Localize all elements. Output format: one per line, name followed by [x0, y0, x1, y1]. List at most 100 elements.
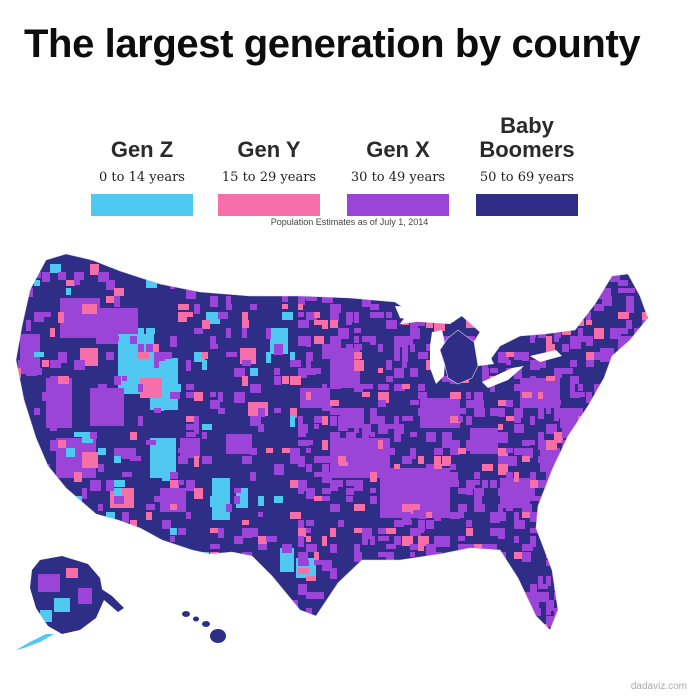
county-cell: [154, 256, 165, 265]
county-cell: [642, 448, 647, 453]
county-cell: [298, 296, 305, 305]
county-cell: [290, 376, 301, 385]
county-cell: [474, 496, 482, 507]
county-cell: [330, 320, 338, 328]
county-cell: [466, 528, 473, 536]
county-cell: [394, 344, 400, 352]
county-cell: [394, 472, 401, 481]
county-cell: [586, 256, 592, 266]
county-cell: [642, 632, 653, 637]
county-cell: [410, 480, 421, 489]
county-cell: [634, 584, 640, 589]
county-cell: [34, 280, 40, 286]
county-cell: [210, 296, 218, 307]
county-cell: [250, 368, 258, 376]
county-cell: [290, 600, 298, 608]
county-cell: [474, 248, 485, 253]
county-cell: [370, 304, 379, 310]
county-cell: [322, 272, 327, 277]
county-cell: [34, 480, 40, 487]
county-cell: [490, 528, 501, 536]
county-cell: [586, 504, 594, 512]
county-cell: [482, 280, 491, 285]
county-cell: [362, 296, 371, 307]
county-cell: [514, 304, 522, 311]
county-cell: [554, 576, 563, 582]
county-cell: [490, 368, 498, 373]
county-cell: [418, 536, 429, 546]
county-cell: [554, 416, 559, 421]
county-cell: [82, 304, 92, 314]
county-cell: [514, 584, 520, 590]
county-cell: [658, 328, 668, 337]
county-cell: [482, 464, 493, 471]
county-cell: [650, 464, 656, 469]
county-cell: [378, 456, 383, 467]
county-cell: [650, 616, 661, 626]
county-cell: [66, 280, 75, 286]
county-cell: [498, 424, 503, 430]
county-cell: [522, 440, 530, 446]
county-cell: [258, 496, 264, 506]
county-cell: [546, 312, 553, 319]
county-cell: [618, 568, 626, 573]
county-cell: [186, 416, 196, 422]
county-cell: [626, 560, 637, 568]
county-cell: [586, 584, 596, 590]
county-cell: [426, 320, 433, 328]
county-cell: [242, 328, 247, 338]
county-cell: [66, 440, 73, 450]
county-cell: [634, 568, 640, 575]
county-cell: [466, 264, 475, 271]
county-cell: [554, 368, 562, 378]
county-cell: [306, 544, 317, 552]
county-cell: [498, 352, 509, 363]
county-cell: [410, 528, 421, 536]
county-cell: [450, 464, 456, 470]
county-cell: [418, 600, 425, 608]
county-cell: [402, 520, 412, 525]
county-cell: [26, 544, 33, 554]
county-cell: [466, 560, 473, 570]
county-cell: [642, 520, 648, 525]
county-cell: [402, 456, 412, 464]
county-cell: [114, 448, 122, 457]
county-cell: [466, 416, 472, 425]
county-cell: [378, 416, 385, 426]
county-cell: [26, 360, 36, 369]
county-cell: [514, 384, 520, 391]
county-cell: [394, 384, 405, 391]
county-cell: [370, 472, 377, 482]
county-cell: [106, 400, 114, 407]
county-cell: [210, 392, 216, 397]
county-cell: [458, 448, 466, 454]
county-cell: [242, 568, 248, 575]
county-cell: [394, 480, 401, 488]
county-cell: [346, 312, 353, 322]
county-cell: [570, 336, 581, 345]
county-cell: [154, 552, 165, 557]
county-cell: [146, 328, 155, 334]
county-cell: [18, 528, 27, 535]
county-cell: [554, 336, 559, 342]
county-cell: [546, 440, 557, 450]
county-cell: [650, 584, 657, 592]
county-cell: [394, 424, 404, 434]
county-cell: [306, 264, 314, 270]
county-cell: [354, 424, 359, 433]
county-cell: [658, 544, 664, 555]
county-cell: [90, 480, 101, 491]
county-cell: [530, 304, 539, 315]
county-cell: [338, 280, 347, 291]
county-cell: [522, 480, 527, 488]
county-cell: [362, 336, 370, 342]
county-cell: [498, 488, 507, 496]
county-cell: [530, 584, 537, 594]
county-cell: [322, 472, 332, 483]
county-cell: [522, 392, 532, 398]
county-cell: [314, 368, 321, 374]
county-cell: [642, 504, 648, 509]
county-cell: [418, 544, 424, 551]
county-cell: [298, 568, 309, 574]
county-cell: [602, 608, 608, 616]
